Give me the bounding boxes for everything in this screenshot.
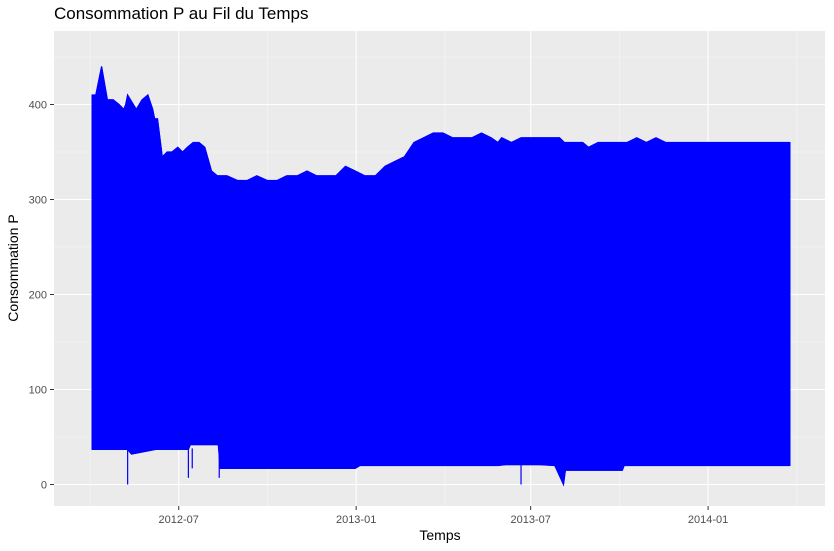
series-upper-line	[92, 66, 790, 182]
y-tick-label: 100	[29, 385, 47, 397]
x-tick-label: 2012-07	[159, 514, 199, 526]
x-tick-label: 2013-07	[510, 514, 550, 526]
x-tick-label: 2013-01	[336, 514, 376, 526]
x-axis-label: Temps	[419, 527, 460, 543]
y-axis-label: Consommation P	[5, 214, 21, 321]
y-axis: 0 100 200 300 400	[29, 100, 54, 492]
y-tick-label: 300	[29, 195, 47, 207]
x-axis: 2012-07 2013-01 2013-07 2014-01	[159, 506, 728, 526]
x-tick-label: 2014-01	[688, 514, 728, 526]
series-layer	[91, 66, 791, 487]
y-tick-label: 400	[29, 100, 47, 112]
chart-title: Consommation P au Fil du Temps	[54, 4, 309, 23]
y-tick-label: 200	[29, 290, 47, 302]
y-tick-label: 0	[41, 480, 47, 492]
series-baseline-line	[92, 444, 790, 487]
